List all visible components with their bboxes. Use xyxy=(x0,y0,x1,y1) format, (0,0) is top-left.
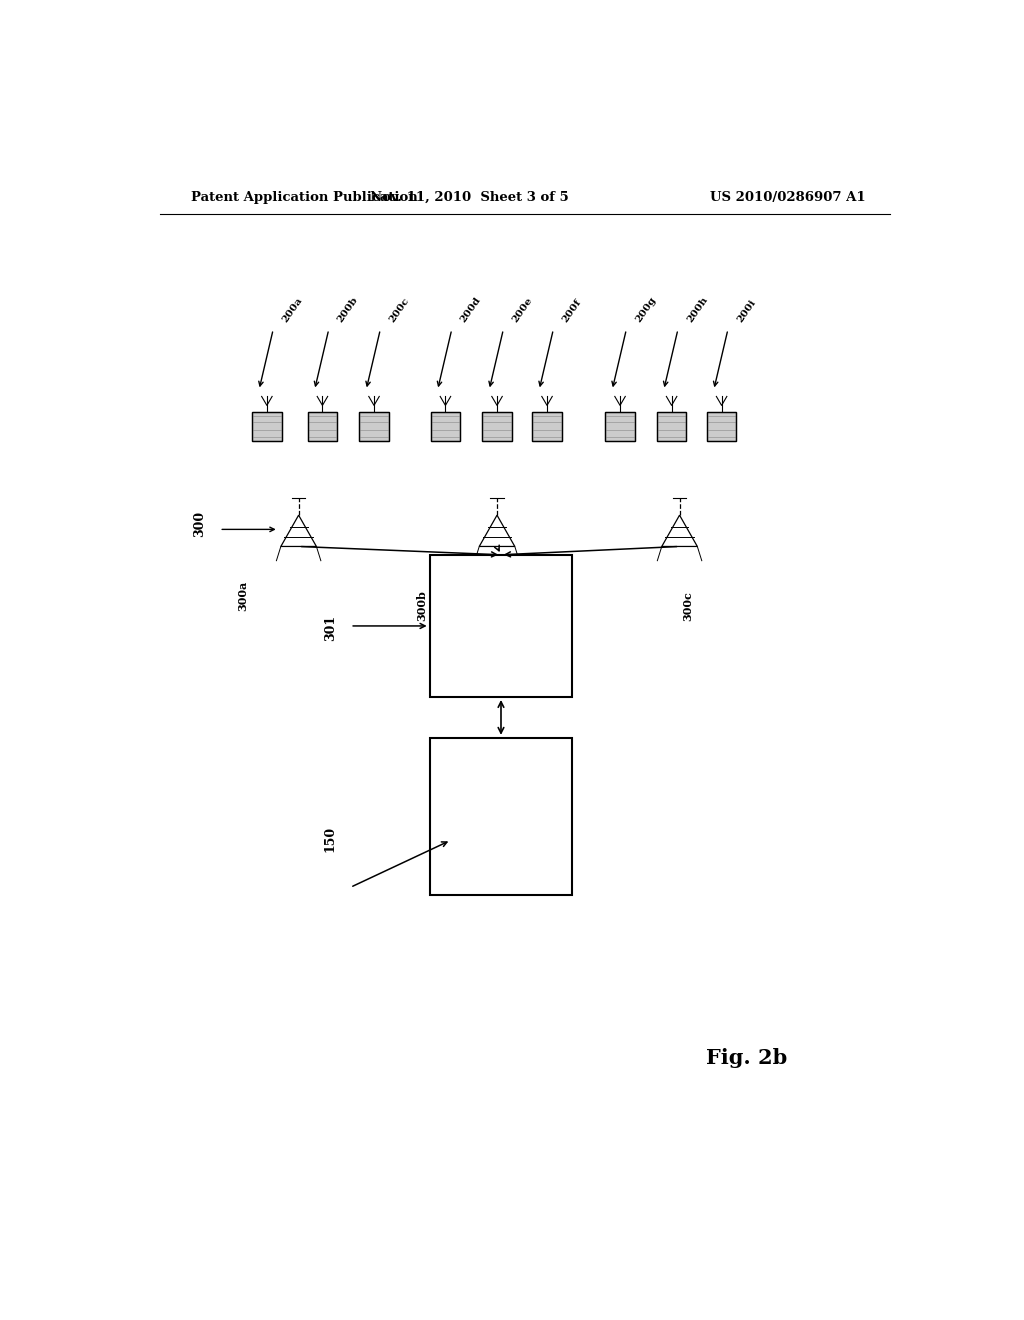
Bar xyxy=(359,412,389,441)
Bar xyxy=(252,412,282,441)
Text: 300b: 300b xyxy=(416,590,427,620)
Text: 200g: 200g xyxy=(634,296,657,325)
Bar xyxy=(532,412,562,441)
Text: 200h: 200h xyxy=(685,296,710,325)
Bar xyxy=(656,412,686,441)
Text: 200b: 200b xyxy=(336,296,359,325)
Text: 200e: 200e xyxy=(511,296,535,325)
Bar xyxy=(707,412,736,441)
Bar xyxy=(532,412,562,441)
Text: 300a: 300a xyxy=(238,581,249,611)
Bar xyxy=(307,412,337,441)
Text: 300c: 300c xyxy=(682,590,693,620)
Text: 200d: 200d xyxy=(459,296,483,325)
Bar xyxy=(605,412,635,441)
Bar xyxy=(307,412,337,441)
Text: US 2010/0286907 A1: US 2010/0286907 A1 xyxy=(711,190,866,203)
Text: 150: 150 xyxy=(324,826,337,853)
Bar xyxy=(430,554,572,697)
Bar xyxy=(252,412,282,441)
Bar xyxy=(430,738,572,895)
Bar xyxy=(482,412,512,441)
Text: Nov. 11, 2010  Sheet 3 of 5: Nov. 11, 2010 Sheet 3 of 5 xyxy=(370,190,568,203)
Text: 200a: 200a xyxy=(281,296,304,325)
Text: 200c: 200c xyxy=(387,296,411,325)
Text: 200f: 200f xyxy=(560,297,583,325)
Bar xyxy=(707,412,736,441)
Text: Fig. 2b: Fig. 2b xyxy=(707,1048,787,1068)
Bar xyxy=(482,412,512,441)
Text: Patent Application Publication: Patent Application Publication xyxy=(191,190,418,203)
Text: 300: 300 xyxy=(193,511,206,537)
Text: 200i: 200i xyxy=(735,298,757,325)
Bar xyxy=(359,412,389,441)
Bar xyxy=(605,412,635,441)
Bar xyxy=(431,412,460,441)
Text: 301: 301 xyxy=(324,615,337,642)
Bar xyxy=(431,412,460,441)
Bar xyxy=(656,412,686,441)
